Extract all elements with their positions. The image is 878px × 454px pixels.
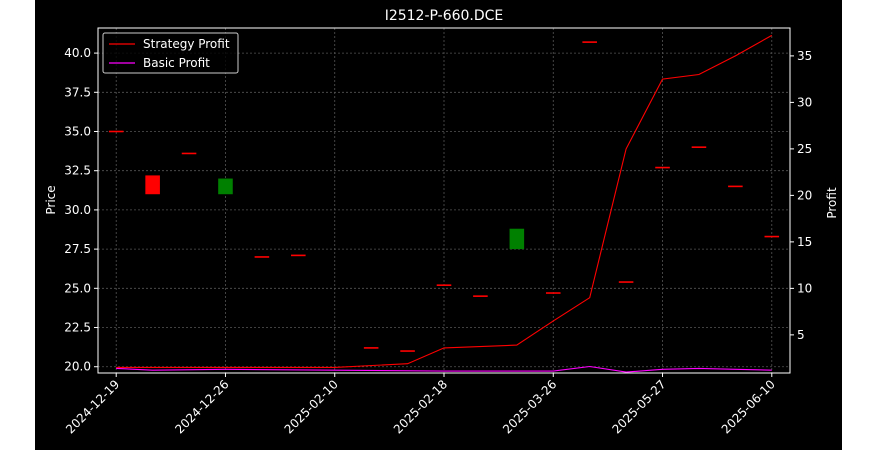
- legend-box: [102, 32, 239, 74]
- grid: [98, 28, 790, 373]
- left-tick-label: 22.5: [64, 321, 91, 335]
- candle: [108, 130, 124, 133]
- candle: [291, 254, 306, 257]
- left-tick-label: 35.0: [64, 125, 91, 139]
- legend: Strategy Profit Basic Profit: [102, 32, 239, 74]
- candle: [691, 146, 707, 148]
- left-tick-label: 32.5: [64, 164, 91, 178]
- candle: [363, 347, 379, 349]
- right-tick-label: 10: [797, 281, 812, 295]
- right-axis-label: Profit: [825, 187, 839, 219]
- x-tick-label: 2025-02-10: [282, 377, 341, 436]
- x-tick-label: 2025-06-10: [719, 377, 778, 436]
- candle: [509, 228, 525, 250]
- x-tick-label: 2024-12-19: [63, 377, 122, 436]
- chart-title: I2512-P-660.DCE: [385, 8, 504, 24]
- series-line: [116, 365, 772, 373]
- left-tick-label: 25.0: [64, 281, 91, 295]
- candle: [764, 235, 780, 238]
- profit-lines: [116, 34, 773, 373]
- left-tick-label: 27.5: [64, 242, 91, 256]
- candle: [254, 256, 270, 258]
- chart-figure: 20.0 22.5 25.0 27.5 30.0 32.5 35.0 37.5 40.0 5 10…: [35, 0, 842, 450]
- candle: [181, 152, 197, 155]
- x-tick-label: 2024-12-26: [172, 377, 231, 436]
- left-y-axis: 20.0 22.5 25.0 27.5 30.0 32.5 35.0 37.5 40.0: [64, 46, 98, 374]
- left-tick-label: 30.0: [64, 203, 91, 217]
- x-tick-label: 2025-02-18: [391, 377, 450, 436]
- candle: [655, 166, 670, 169]
- candle: [582, 41, 597, 43]
- series-line: [116, 34, 773, 368]
- left-axis-label: Price: [44, 185, 58, 214]
- right-tick-label: 20: [797, 188, 812, 202]
- left-tick-label: 40.0: [64, 46, 91, 60]
- right-tick-label: 25: [797, 142, 812, 156]
- x-tick-label: 2025-03-26: [500, 377, 559, 436]
- legend-label-strategy: Strategy Profit: [143, 37, 230, 51]
- left-tick-label: 20.0: [64, 360, 91, 374]
- left-tick-label: 37.5: [64, 85, 91, 99]
- candle: [400, 350, 415, 352]
- candle: [145, 175, 160, 195]
- candle: [618, 281, 634, 283]
- candle: [545, 292, 561, 294]
- price-profit-chart: 20.0 22.5 25.0 27.5 30.0 32.5 35.0 37.5 40.0 5 10…: [44, 8, 839, 436]
- x-axis: 2024-12-19 2024-12-26 2025-02-10 2025-02-18…: [63, 373, 778, 436]
- right-tick-label: 35: [797, 49, 812, 63]
- right-tick-label: 30: [797, 95, 812, 109]
- candles: [108, 41, 780, 352]
- candle: [473, 295, 488, 297]
- right-y-axis: 5 10 15 20 25 30 35: [790, 49, 812, 342]
- candle: [218, 178, 233, 195]
- x-tick-label: 2025-05-27: [609, 377, 668, 436]
- legend-label-basic: Basic Profit: [143, 56, 210, 70]
- right-tick-label: 15: [797, 235, 812, 249]
- right-tick-label: 5: [797, 328, 805, 342]
- candle: [436, 284, 452, 286]
- candle: [728, 185, 743, 188]
